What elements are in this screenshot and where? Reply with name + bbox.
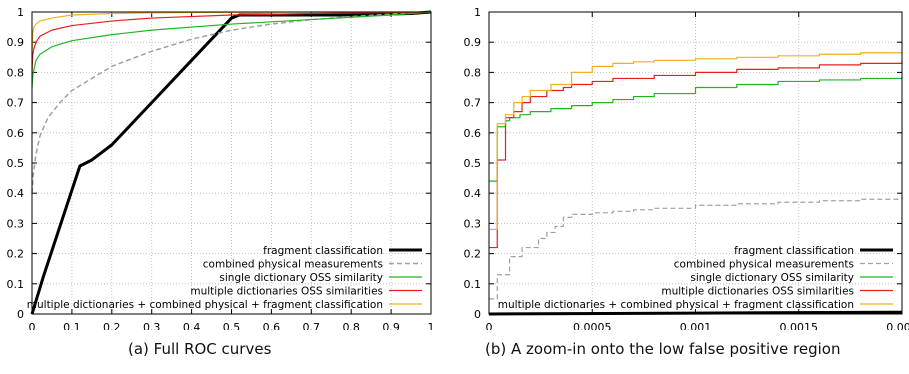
y-tick-label: 0.7 bbox=[7, 97, 25, 110]
series-line-1 bbox=[489, 196, 903, 300]
x-tick-label: 0.001 bbox=[680, 321, 712, 330]
y-tick-label: 0.7 bbox=[464, 97, 482, 110]
legend-label: multiple dictionaries + combined physica… bbox=[498, 299, 854, 311]
legend-label: combined physical measurements bbox=[203, 259, 383, 271]
y-tick-label: 0.8 bbox=[464, 66, 482, 79]
y-tick-label: 0.6 bbox=[464, 127, 482, 140]
grid-lines bbox=[32, 12, 431, 314]
x-tick-label: 0.1 bbox=[63, 321, 81, 330]
y-tick-label: 0.2 bbox=[464, 248, 482, 261]
x-tick-label: 0.0015 bbox=[780, 321, 819, 330]
y-tick-label: 0.9 bbox=[464, 36, 482, 49]
legend: fragment classification combined physical… bbox=[27, 245, 422, 311]
zoom-roc-chart: 0 0.0005 0.001 0.0015 0.002 0 0.1 0.2 0.3 0.4 0.5 0… bbox=[464, 6, 909, 334]
y-tick-label: 0.4 bbox=[7, 187, 25, 200]
y-tick-label: 1 bbox=[17, 6, 24, 19]
y-tick-label: 0.5 bbox=[464, 157, 482, 170]
series-line-3 bbox=[31, 11, 432, 73]
caption-full-roc: (a) Full ROC curves bbox=[128, 340, 272, 358]
series-line-2 bbox=[489, 76, 903, 182]
x-tick-label: 0.8 bbox=[342, 321, 360, 330]
full-roc-chart: 0 0.1 0.2 0.3 0.4 0.5 0.6 0.7 0.8 0.9 1 0 0.1 0.2 0.3 0… bbox=[7, 6, 435, 334]
y-tick-label: 0.8 bbox=[7, 66, 25, 79]
plot-frame bbox=[488, 11, 903, 315]
y-tick-label: 0.1 bbox=[7, 278, 25, 291]
x-tick-label: 1 bbox=[428, 321, 435, 330]
legend-label: combined physical measurements bbox=[674, 259, 854, 271]
y-tick-label: 0.4 bbox=[464, 187, 482, 200]
grid-lines bbox=[489, 12, 902, 314]
series-line-4 bbox=[489, 51, 903, 231]
plot-frame bbox=[31, 11, 432, 315]
x-tick-label: 0.6 bbox=[263, 321, 281, 330]
chart-panel-zoom: 0 0.0005 0.001 0.0015 0.002 0 0.1 0.2 0.3 0.4 0.5 0… bbox=[455, 0, 909, 374]
y-tick-label: 0.6 bbox=[7, 127, 25, 140]
y-tick-label: 1 bbox=[474, 6, 481, 19]
y-tick-label: 0 bbox=[474, 308, 481, 321]
x-tick-label: 0.002 bbox=[886, 321, 909, 330]
x-tick-label: 0.9 bbox=[382, 321, 400, 330]
x-tick-label: 0.5 bbox=[223, 321, 241, 330]
legend-label: fragment classification bbox=[263, 245, 383, 257]
y-tick-label: 0.9 bbox=[7, 36, 25, 49]
legend-label: multiple dictionaries OSS similarities bbox=[661, 286, 854, 298]
series-line-2 bbox=[31, 11, 432, 88]
legend-label: fragment classification bbox=[734, 245, 854, 257]
chart-panel-full-roc: 0 0.1 0.2 0.3 0.4 0.5 0.6 0.7 0.8 0.9 1 0 0.1 0.2 0.3 0… bbox=[0, 0, 445, 374]
y-tick-label: 0.2 bbox=[7, 248, 25, 261]
x-tick-label: 0.7 bbox=[303, 321, 321, 330]
y-tick-label: 0.1 bbox=[464, 278, 482, 291]
x-tick-label: 0.3 bbox=[143, 321, 161, 330]
x-tick-label: 0.4 bbox=[183, 321, 201, 330]
y-tick-label: 0.3 bbox=[464, 217, 482, 230]
legend-label: single dictionary OSS similarity bbox=[219, 272, 383, 284]
legend: fragment classification combined physical… bbox=[498, 245, 893, 311]
caption-zoom: (b) A zoom-in onto the low false positiv… bbox=[485, 340, 841, 358]
legend-label: multiple dictionaries OSS similarities bbox=[190, 286, 383, 298]
x-tick-label: 0 bbox=[486, 321, 493, 330]
legend-label: single dictionary OSS similarity bbox=[690, 272, 854, 284]
legend-label: multiple dictionaries + combined physica… bbox=[27, 299, 383, 311]
x-tick-label: 0.0005 bbox=[573, 321, 612, 330]
y-tick-label: 0 bbox=[17, 308, 24, 321]
series-line-0 bbox=[30, 10, 432, 315]
y-tick-label: 0.5 bbox=[7, 157, 25, 170]
y-tick-label: 0.3 bbox=[7, 217, 25, 230]
x-tick-label: 0.2 bbox=[103, 321, 121, 330]
x-tick-label: 0 bbox=[29, 321, 36, 330]
